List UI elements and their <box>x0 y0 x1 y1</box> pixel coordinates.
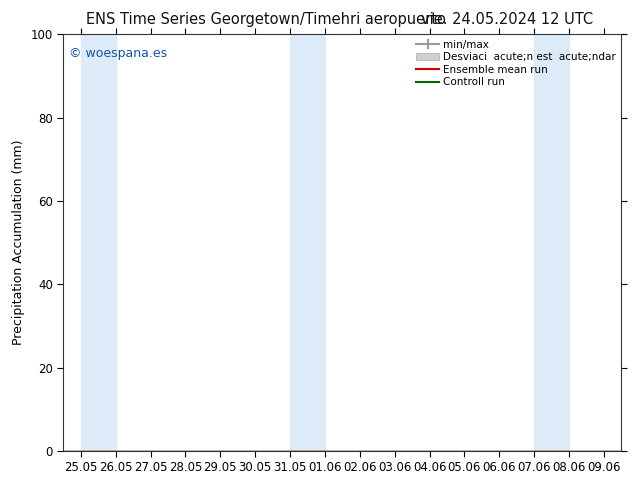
Legend: min/max, Desviaci  acute;n est  acute;ndar, Ensemble mean run, Controll run: min/max, Desviaci acute;n est acute;ndar… <box>413 36 619 91</box>
Bar <box>290 34 325 451</box>
Text: © woespana.es: © woespana.es <box>69 47 167 60</box>
Text: vie. 24.05.2024 12 UTC: vie. 24.05.2024 12 UTC <box>421 12 593 27</box>
Text: ENS Time Series Georgetown/Timehri aeropuerto: ENS Time Series Georgetown/Timehri aerop… <box>86 12 446 27</box>
Y-axis label: Precipitation Accumulation (mm): Precipitation Accumulation (mm) <box>12 140 25 345</box>
Bar <box>534 34 569 451</box>
Bar <box>81 34 116 451</box>
